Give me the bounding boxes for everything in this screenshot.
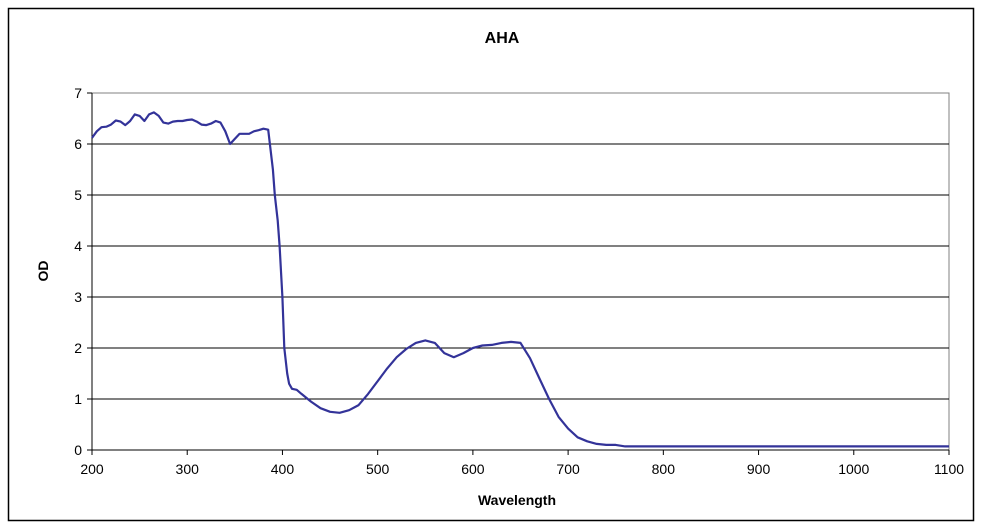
series-line-0 bbox=[91, 111, 949, 448]
chart-title: AHA bbox=[485, 30, 520, 47]
y-tick-label-1: 1 bbox=[74, 391, 82, 407]
x-tick-label-1100: 1100 bbox=[934, 461, 964, 477]
chart-area-frame bbox=[7, 7, 975, 522]
y-tick-label-2: 2 bbox=[74, 340, 82, 356]
y-tick-label-7: 7 bbox=[74, 85, 82, 101]
y-tick-label-5: 5 bbox=[74, 187, 82, 203]
x-tick-label-200: 200 bbox=[80, 461, 104, 477]
x-tick-label-400: 400 bbox=[271, 461, 295, 477]
plot-area: 0 1 2 3 4 5 6 7 200 300 400 500 600 700 800 900 1000 1100 bbox=[74, 85, 964, 477]
x-tick-label-300: 300 bbox=[176, 461, 200, 477]
y-tick-label-0: 0 bbox=[74, 442, 82, 458]
x-tick-label-900: 900 bbox=[747, 461, 771, 477]
y-tick-label-4: 4 bbox=[74, 238, 82, 254]
x-tick-label-1000: 1000 bbox=[838, 461, 869, 477]
y-axis-title: OD bbox=[35, 261, 51, 282]
y-tick-label-6: 6 bbox=[74, 136, 82, 152]
x-axis-title: Wavelength bbox=[478, 492, 556, 508]
x-tick-label-800: 800 bbox=[652, 461, 676, 477]
x-tick-label-700: 700 bbox=[556, 461, 580, 477]
y-tick-label-3: 3 bbox=[74, 289, 82, 305]
x-tick-label-500: 500 bbox=[366, 461, 390, 477]
x-tick-label-600: 600 bbox=[461, 461, 485, 477]
